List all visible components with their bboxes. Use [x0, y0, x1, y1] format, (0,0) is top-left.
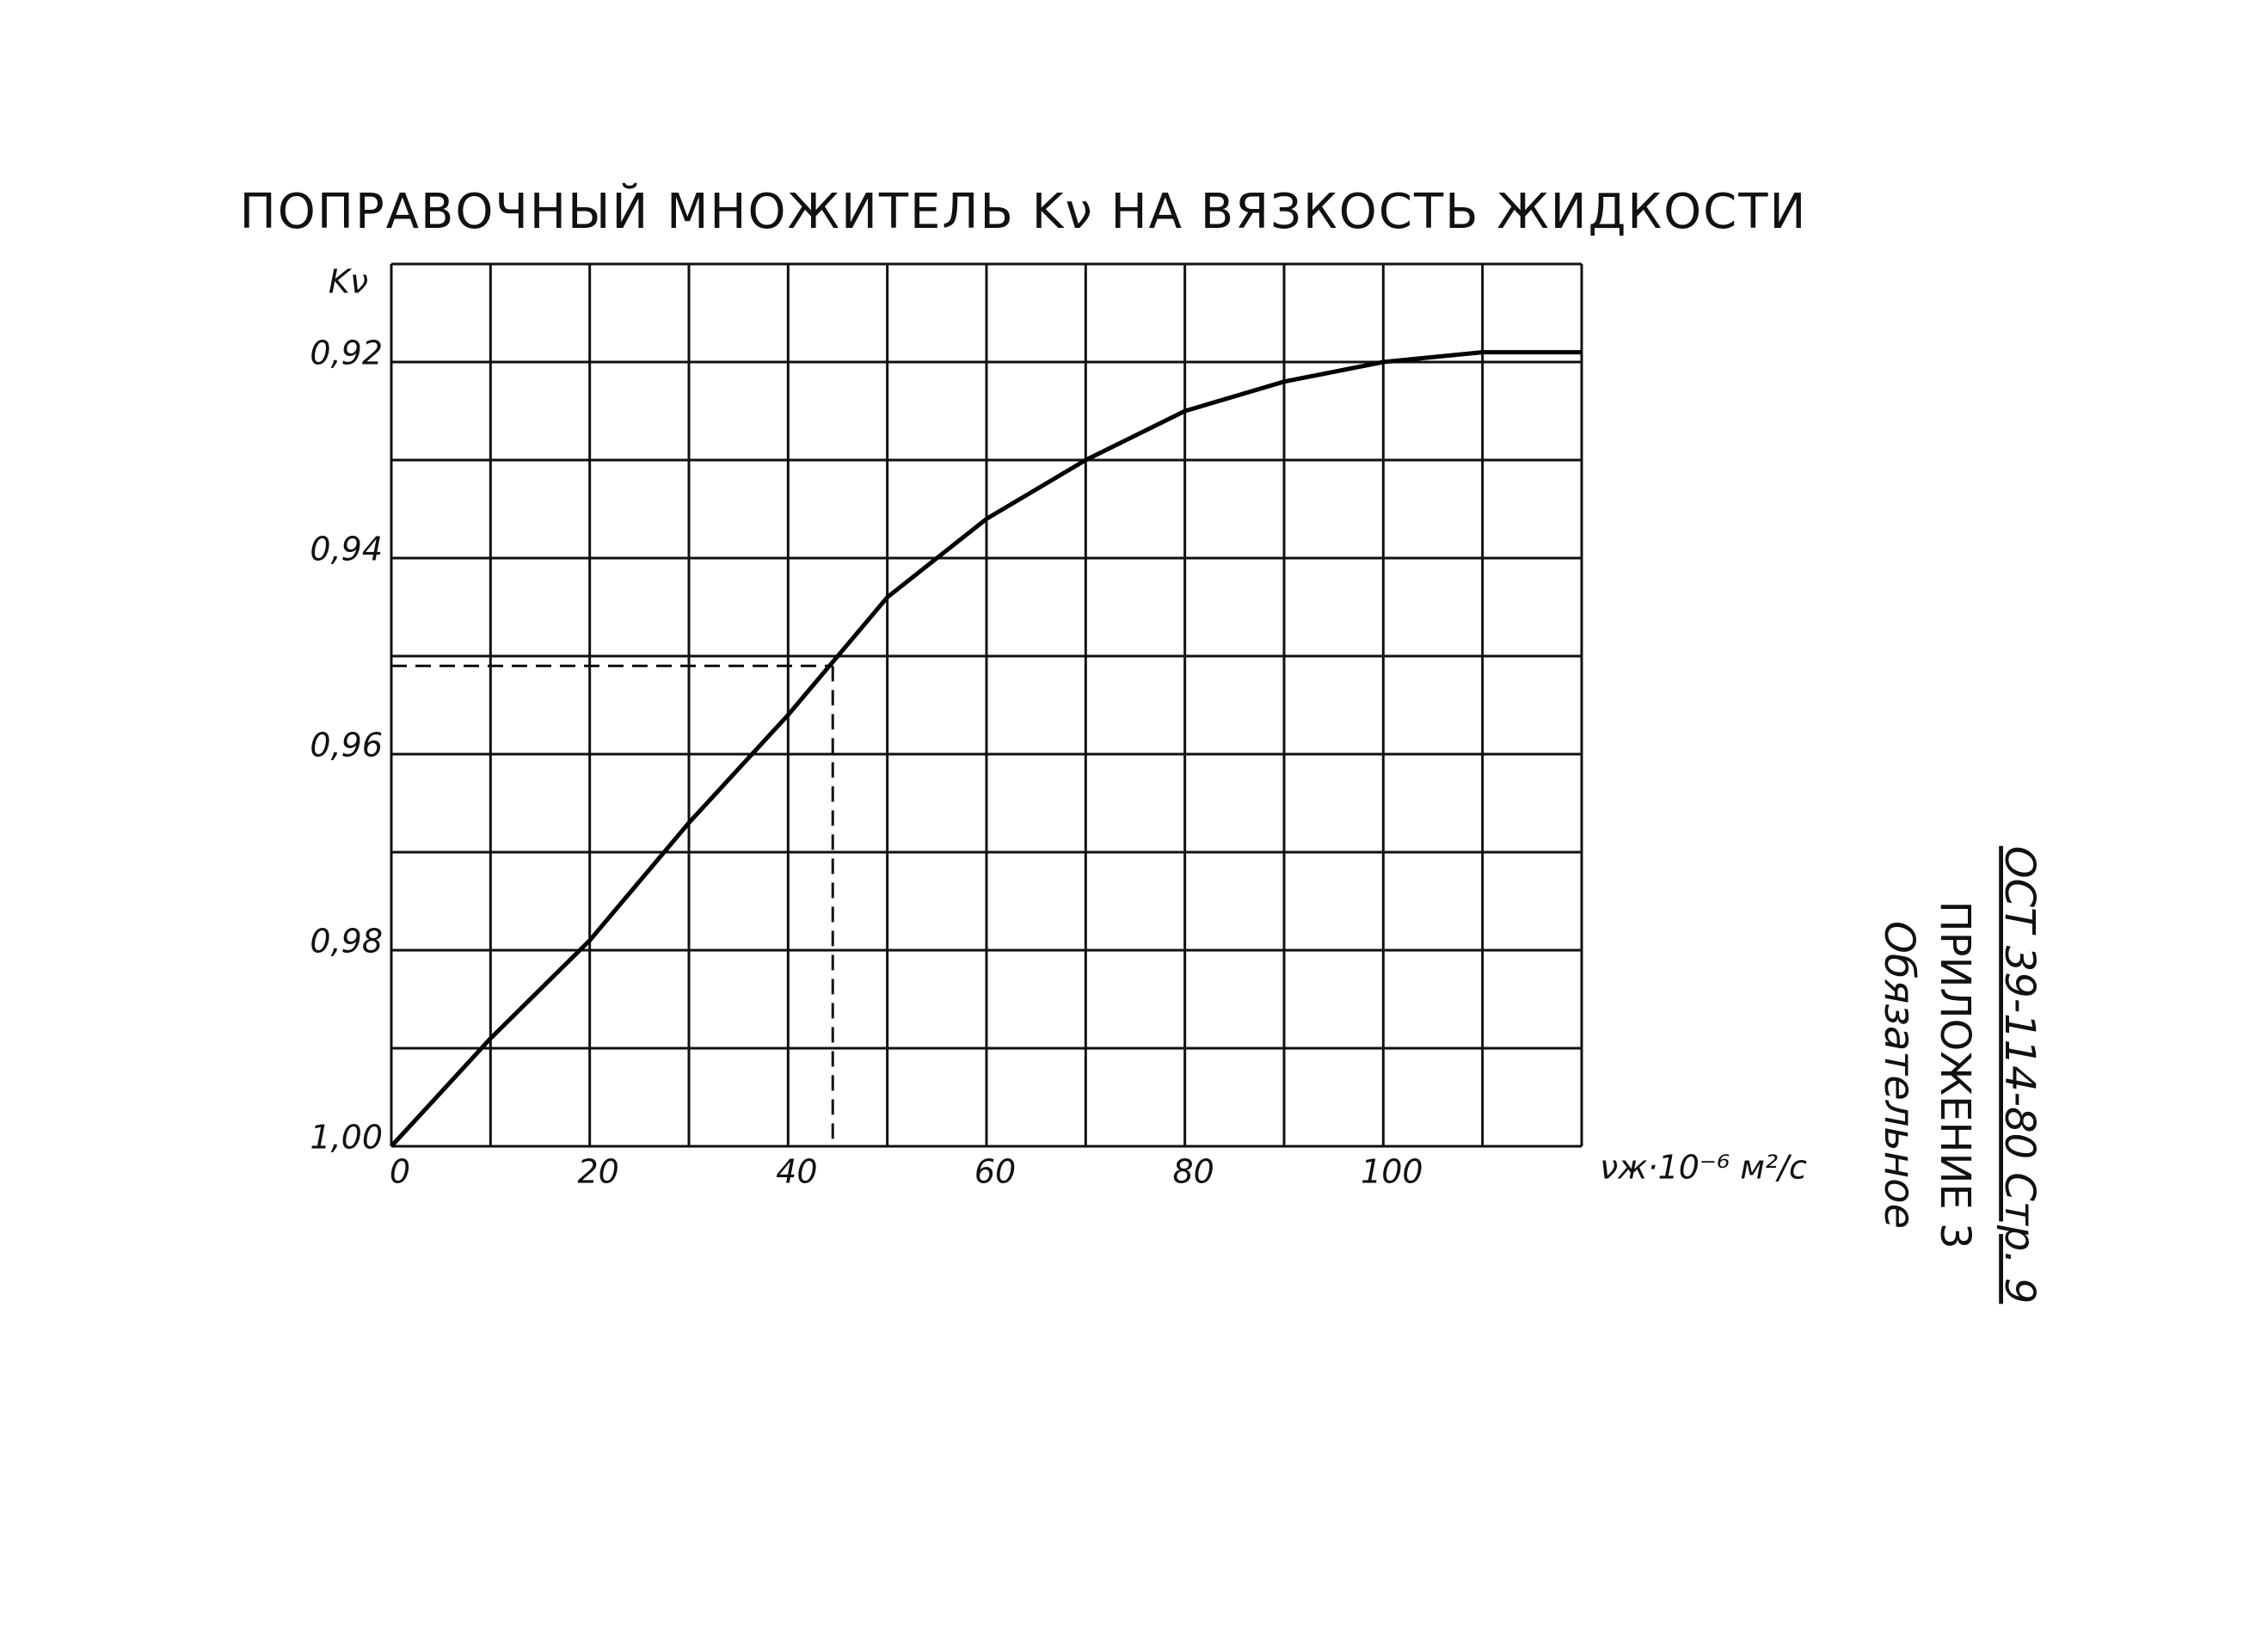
chart-title: ПОПРАВОЧНЫЙ МНОЖИТЕЛЬ Kν НА ВЯЗКОСТЬ ЖИД…: [240, 183, 1808, 240]
x-tick-label: 100: [1361, 1153, 1423, 1191]
x-tick-label: 80: [1172, 1153, 1214, 1191]
status: Обязательное: [1875, 921, 1923, 1229]
standard-ref: ОСТ 39-114-80 Стр. 9: [1995, 846, 2044, 1304]
y-tick-label: 0,92: [310, 335, 383, 372]
side-note: ОСТ 39-114-80 Стр. 9 ПРИЛОЖЕНИЕ 3 Обязат…: [1875, 846, 2044, 1304]
y-tick-label: 1,00: [310, 1119, 383, 1157]
data-line: [390, 350, 1582, 1148]
y-axis-label: Kν: [329, 263, 368, 301]
x-tick-label: 60: [974, 1153, 1016, 1191]
y-tick-label: 0,94: [310, 531, 383, 568]
x-tick-label: 40: [776, 1153, 817, 1191]
x-axis-label: νж·10⁻⁶ м²/с: [1600, 1149, 1807, 1187]
y-tick-label: 0,96: [310, 727, 383, 764]
appendix: ПРИЛОЖЕНИЕ 3: [1931, 901, 1979, 1249]
x-tick-label: 20: [577, 1153, 618, 1191]
x-tick-label: 0: [390, 1153, 410, 1191]
y-tick-label: 0,98: [310, 923, 383, 961]
